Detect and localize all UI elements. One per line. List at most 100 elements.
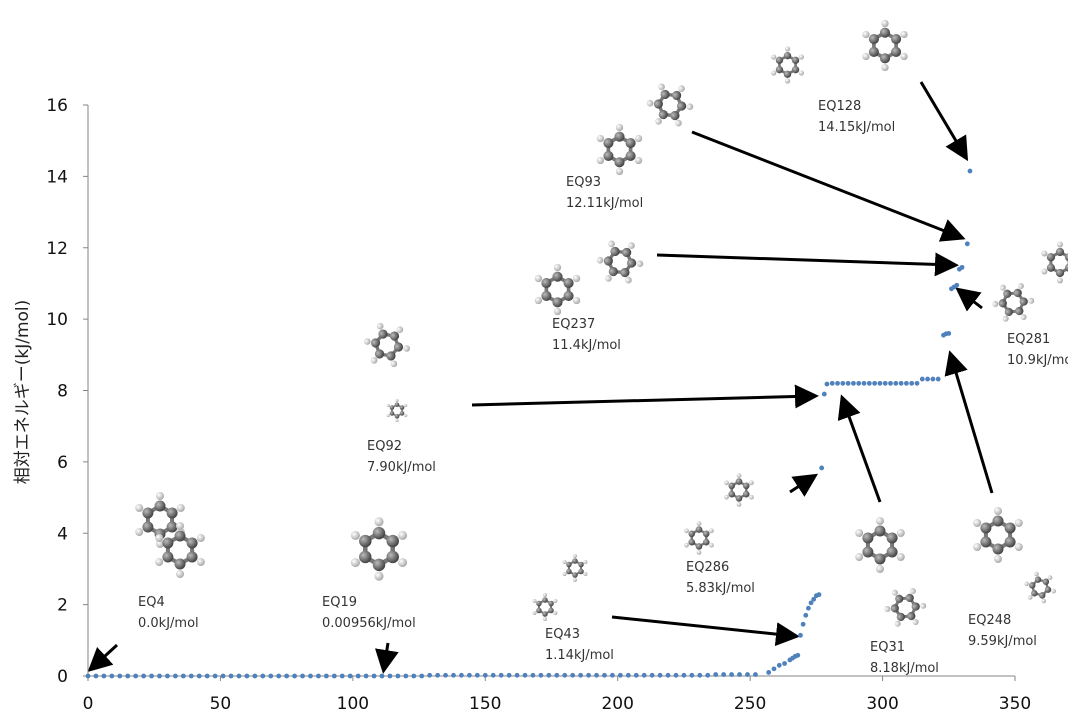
data-point: [292, 674, 297, 679]
x-tick-label: 350: [999, 694, 1031, 714]
data-point: [372, 674, 377, 679]
annotation-energy: 5.83kJ/mol: [686, 581, 755, 596]
data-point: [682, 673, 687, 678]
annotation-name: EQ128: [818, 99, 861, 114]
data-point: [883, 381, 888, 386]
x-tick-label: 200: [601, 694, 633, 714]
annotation-energy: 12.11kJ/mol: [566, 196, 643, 211]
data-point: [380, 674, 385, 679]
data-point: [340, 674, 345, 679]
data-point: [316, 674, 321, 679]
data-point: [483, 673, 488, 678]
data-point: [825, 382, 830, 387]
data-point: [268, 674, 273, 679]
data-point: [930, 377, 935, 382]
data-point: [308, 674, 313, 679]
annotation-energy: 7.90kJ/mol: [367, 460, 436, 475]
data-point: [507, 673, 512, 678]
data-point: [237, 674, 242, 679]
data-point: [499, 673, 504, 678]
data-point: [777, 663, 782, 668]
data-point: [618, 673, 623, 678]
y-tick-label: 16: [46, 96, 68, 116]
annotation-name: EQ237: [552, 317, 595, 332]
data-point: [578, 673, 583, 678]
data-point: [801, 622, 806, 627]
x-tick-label: 50: [210, 694, 232, 714]
data-point: [782, 661, 787, 666]
data-point: [737, 672, 742, 677]
data-point: [181, 674, 186, 679]
y-tick-label: 0: [57, 667, 68, 687]
data-point: [594, 673, 599, 678]
data-point: [467, 673, 472, 678]
data-point: [888, 381, 893, 386]
data-point: [117, 674, 122, 679]
data-point: [546, 673, 551, 678]
data-point: [674, 673, 679, 678]
y-tick-label: 12: [46, 239, 68, 259]
data-point: [435, 673, 440, 678]
data-point: [324, 674, 329, 679]
data-point: [586, 673, 591, 678]
annotation-name: EQ281: [1007, 332, 1050, 347]
data-point: [965, 241, 970, 246]
data-point: [766, 670, 771, 675]
data-point: [125, 674, 130, 679]
annotation-name: EQ92: [367, 439, 402, 454]
data-point: [658, 673, 663, 678]
data-point: [954, 283, 959, 288]
data-point: [475, 673, 480, 678]
data-point: [364, 674, 369, 679]
y-tick-label: 6: [57, 453, 68, 473]
data-point: [419, 674, 424, 679]
molecules: [135, 20, 1068, 635]
data-point: [666, 673, 671, 678]
data-point: [101, 674, 106, 679]
y-tick-label: 2: [57, 596, 68, 616]
data-point: [149, 674, 154, 679]
data-point: [284, 674, 289, 679]
annotation-name: EQ31: [870, 640, 905, 655]
annotation-name: EQ19: [322, 595, 357, 610]
data-point: [451, 673, 456, 678]
data-point: [925, 377, 930, 382]
data-point: [798, 633, 803, 638]
data-point: [531, 673, 536, 678]
data-point: [650, 673, 655, 678]
data-point: [795, 653, 800, 658]
data-point: [946, 331, 951, 336]
data-point: [86, 674, 91, 679]
annotation-name: EQ93: [566, 175, 601, 190]
data-point: [920, 377, 925, 382]
data-point: [523, 673, 528, 678]
data-point: [872, 381, 877, 386]
data-point: [634, 673, 639, 678]
data-point: [356, 674, 361, 679]
annotation-energy: 8.18kJ/mol: [870, 661, 939, 676]
data-point: [602, 673, 607, 678]
data-point: [968, 169, 973, 174]
x-tick-label: 0: [83, 694, 94, 714]
data-point: [562, 673, 567, 678]
data-point: [213, 674, 218, 679]
data-point: [806, 606, 811, 611]
data-point: [856, 381, 861, 386]
data-point: [909, 381, 914, 386]
data-point: [745, 672, 750, 677]
annotation-name: EQ4: [138, 595, 165, 610]
data-point: [515, 673, 520, 678]
data-point: [626, 673, 631, 678]
annotation-name: EQ286: [686, 560, 729, 575]
annotation-energy: 1.14kJ/mol: [545, 648, 614, 663]
data-point: [904, 381, 909, 386]
y-tick-label: 8: [57, 382, 68, 402]
data-point: [189, 674, 194, 679]
data-point: [443, 673, 448, 678]
data-point: [915, 381, 920, 386]
data-point: [260, 674, 265, 679]
data-point: [427, 673, 432, 678]
data-point: [388, 674, 393, 679]
annotation-energy: 11.4kJ/mol: [552, 338, 621, 353]
arrows: [92, 82, 992, 668]
